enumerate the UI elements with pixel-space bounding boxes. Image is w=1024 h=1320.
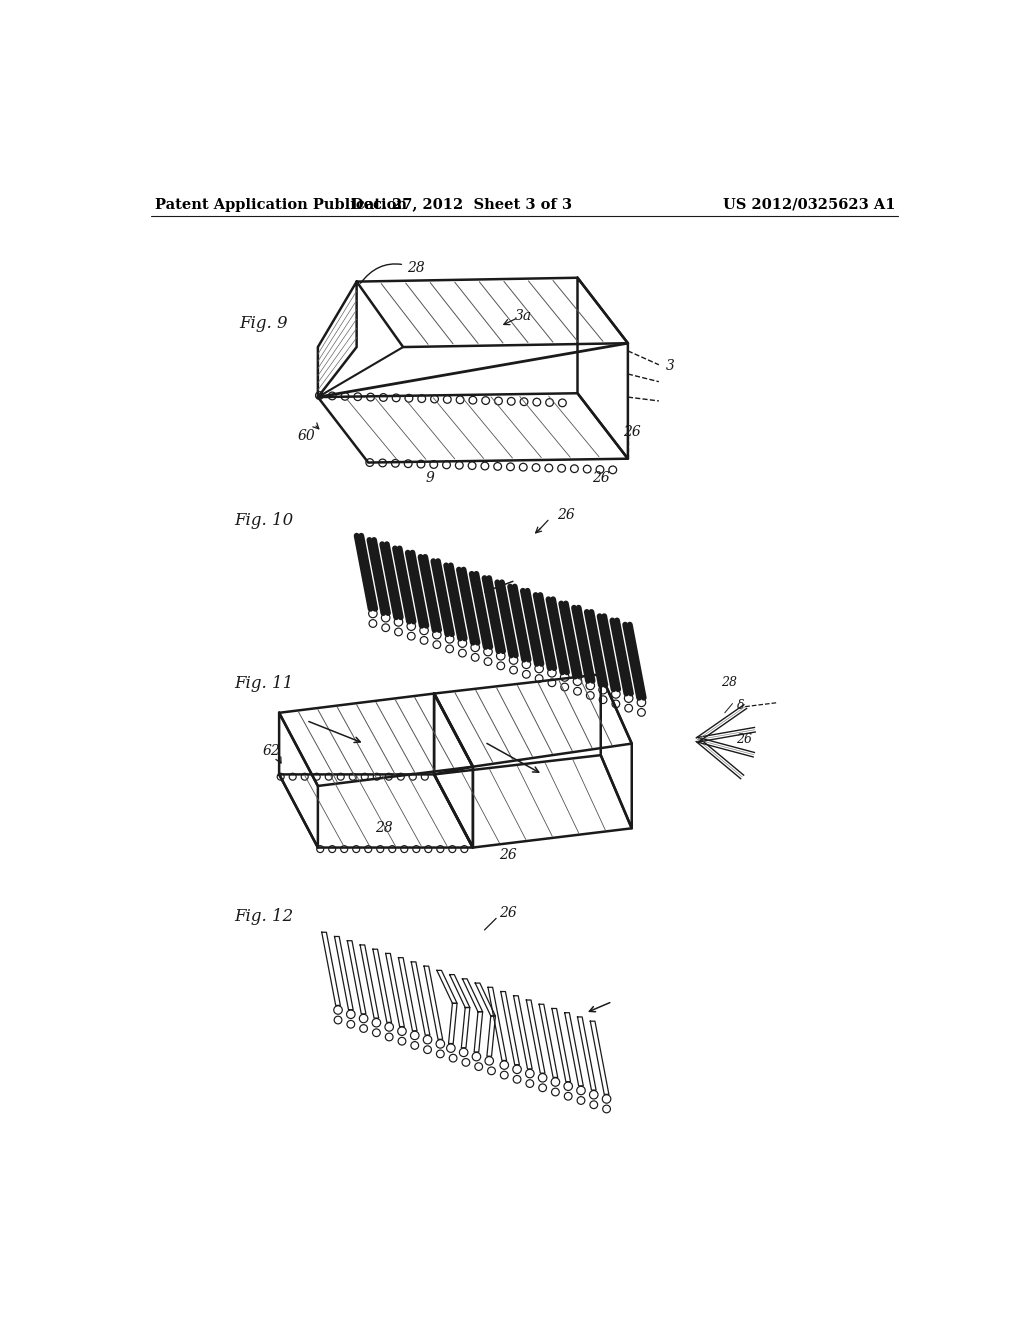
Text: Fig. 12: Fig. 12 (234, 908, 293, 925)
Text: US 2012/0325623 A1: US 2012/0325623 A1 (723, 198, 895, 211)
Text: Fig. 9: Fig. 9 (240, 315, 288, 333)
Text: 26: 26 (736, 733, 752, 746)
Text: 28: 28 (721, 676, 736, 689)
Text: 26: 26 (623, 425, 641, 438)
Text: 26: 26 (592, 471, 609, 484)
Text: Fig. 10: Fig. 10 (234, 512, 293, 529)
Text: 26: 26 (557, 508, 574, 521)
Text: 62: 62 (262, 744, 281, 758)
Text: δ: δ (736, 698, 744, 711)
Text: Dec. 27, 2012  Sheet 3 of 3: Dec. 27, 2012 Sheet 3 of 3 (351, 198, 571, 211)
Text: 3: 3 (666, 359, 675, 374)
Text: 26: 26 (499, 849, 517, 862)
Text: Fig. 11: Fig. 11 (234, 675, 293, 692)
Text: 60: 60 (297, 429, 315, 442)
Text: 26: 26 (499, 906, 517, 920)
Text: 28: 28 (360, 261, 425, 284)
Text: 9: 9 (426, 471, 434, 484)
Text: 3a: 3a (515, 309, 531, 323)
Text: Patent Application Publication: Patent Application Publication (155, 198, 408, 211)
Text: 28: 28 (375, 821, 392, 836)
